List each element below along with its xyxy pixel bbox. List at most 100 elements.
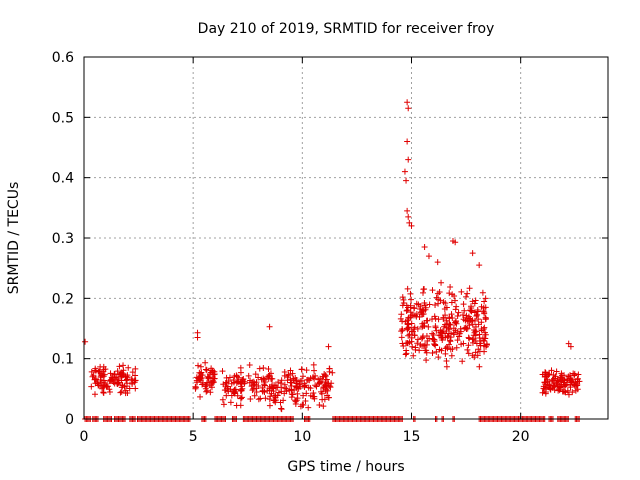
data-point (126, 385, 133, 392)
y-tick-label: 0 (65, 412, 74, 428)
data-point (250, 385, 257, 392)
data-point (569, 378, 576, 385)
data-point (465, 342, 472, 349)
data-point (439, 328, 446, 335)
data-point (480, 308, 487, 315)
data-point (541, 386, 548, 393)
data-point (473, 313, 480, 320)
data-point (272, 394, 279, 401)
data-point (448, 299, 455, 306)
data-point (210, 371, 217, 378)
data-point (404, 138, 411, 145)
data-point (454, 313, 461, 320)
data-point (423, 317, 430, 324)
data-point (553, 379, 560, 386)
data-point (449, 346, 456, 353)
data-point (482, 331, 489, 338)
data-point (197, 393, 204, 400)
data-point (409, 343, 416, 350)
data-point (400, 342, 407, 349)
data-point (548, 367, 555, 374)
data-point (266, 402, 273, 409)
data-point (100, 377, 107, 384)
data-point (307, 392, 314, 399)
data-point (272, 382, 279, 389)
data-point (453, 344, 460, 351)
data-point (437, 297, 444, 304)
data-point (116, 363, 123, 370)
data-point (447, 321, 454, 328)
data-point (479, 335, 486, 342)
data-point (107, 370, 114, 377)
data-point (466, 335, 473, 342)
data-point (225, 388, 232, 395)
data-point (278, 384, 285, 391)
data-point (551, 375, 558, 382)
data-point (325, 343, 332, 350)
data-point (539, 389, 546, 396)
data-point (450, 331, 457, 338)
data-point (125, 364, 132, 371)
data-point (288, 383, 295, 390)
y-tick-label: 0.2 (52, 291, 74, 307)
data-point (420, 289, 427, 296)
data-point (220, 401, 227, 408)
data-point (466, 322, 473, 329)
y-tick-label: 0.5 (52, 110, 74, 126)
data-point (481, 324, 488, 331)
data-point (424, 338, 431, 345)
data-point (312, 382, 319, 389)
data-point (249, 387, 256, 394)
data-point (432, 302, 439, 309)
data-point (458, 341, 465, 348)
data-point (401, 168, 408, 175)
x-axis-label: GPS time / hours (287, 459, 404, 475)
data-point (456, 330, 463, 337)
data-point (565, 373, 572, 380)
data-point (474, 307, 481, 314)
data-point (93, 376, 100, 383)
data-point (481, 298, 488, 305)
data-point (115, 376, 122, 383)
data-point (567, 343, 574, 350)
data-point (88, 368, 95, 375)
data-point (453, 303, 460, 310)
data-point (239, 376, 246, 383)
data-point (435, 316, 442, 323)
data-point (468, 318, 475, 325)
data-point (465, 350, 472, 357)
data-point (96, 368, 103, 375)
data-point (203, 388, 210, 395)
x-tick-label: 15 (403, 429, 421, 445)
data-point (434, 290, 441, 297)
data-point (438, 347, 445, 354)
data-marks (82, 99, 583, 422)
data-point (405, 324, 412, 331)
data-point (454, 337, 461, 344)
data-point (452, 239, 459, 246)
data-point (305, 404, 312, 411)
data-point (443, 358, 450, 365)
data-point (268, 376, 275, 383)
data-point (292, 401, 299, 408)
data-point (479, 289, 486, 296)
data-point (417, 303, 424, 310)
data-point (464, 346, 471, 353)
data-point (278, 406, 285, 413)
data-point (539, 371, 546, 378)
data-point (246, 362, 253, 369)
data-point (261, 381, 268, 388)
data-point (132, 385, 139, 392)
data-point (467, 307, 474, 314)
data-point (252, 371, 259, 378)
data-point (545, 371, 552, 378)
data-point (235, 374, 242, 381)
data-point (405, 332, 412, 339)
data-point (441, 305, 448, 312)
data-point (316, 402, 323, 409)
data-point (117, 389, 124, 396)
data-point (297, 378, 304, 385)
data-point (429, 287, 436, 294)
data-point (414, 340, 421, 347)
data-point (211, 375, 218, 382)
